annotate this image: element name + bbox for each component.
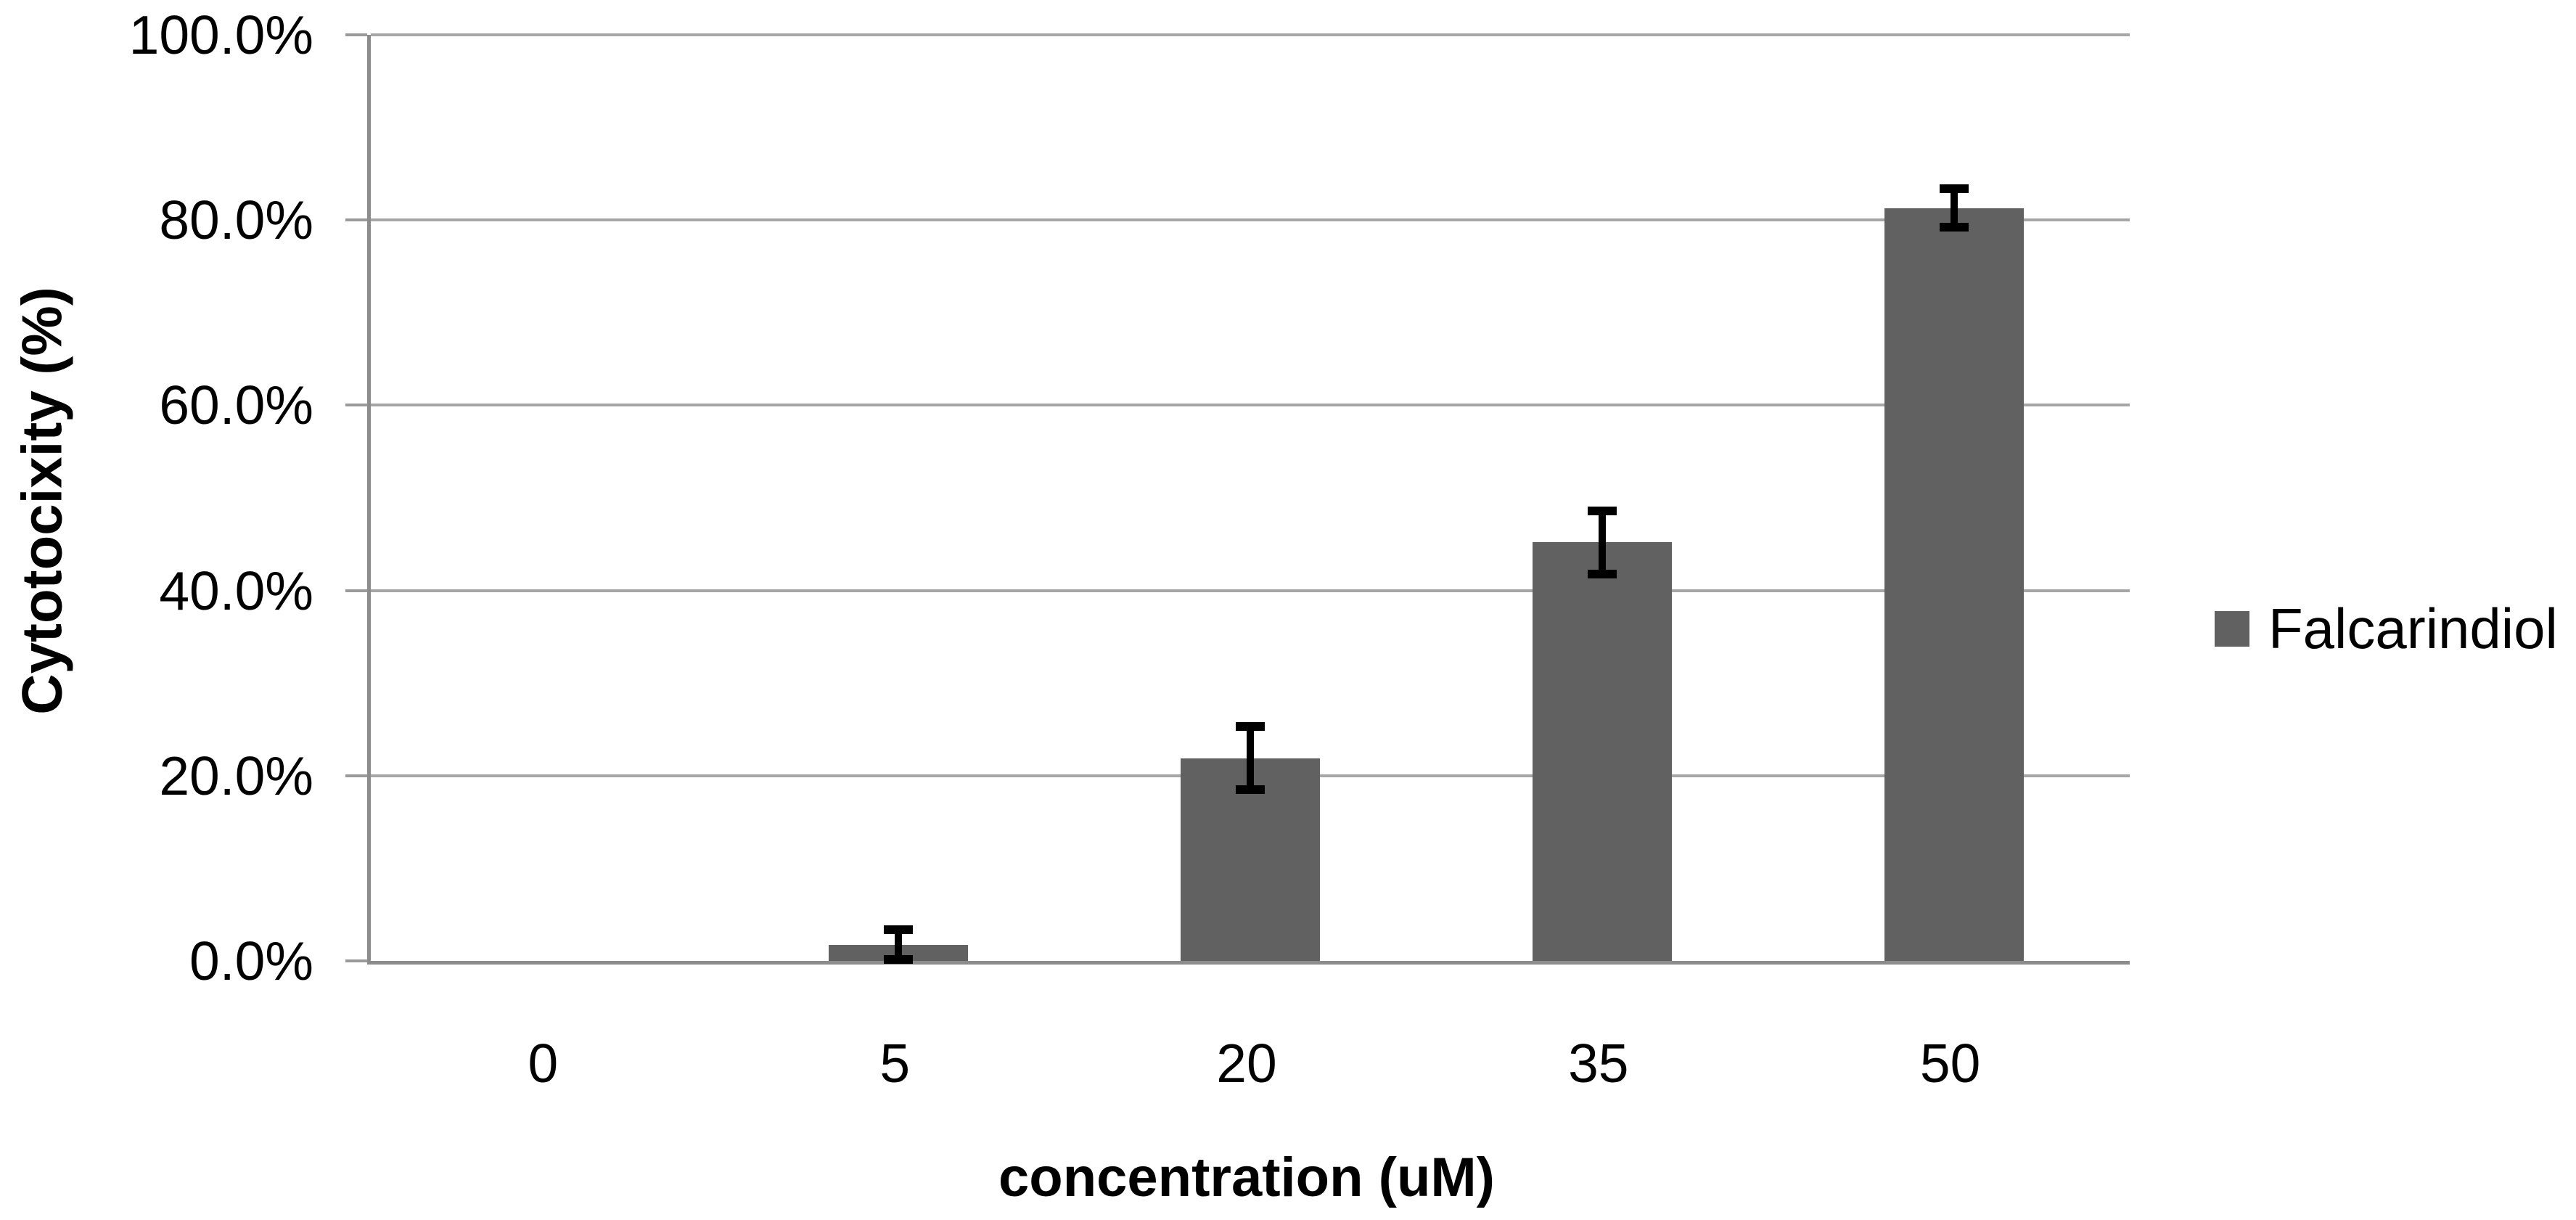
error-bar-50uM bbox=[1950, 188, 1958, 228]
y-tick-mark-60.0% bbox=[345, 404, 367, 407]
y-tick-mark-40.0% bbox=[345, 589, 367, 592]
error-bar-20uM bbox=[1247, 726, 1254, 790]
y-tick-label-100.0%: 100.0% bbox=[128, 4, 313, 65]
error-bar-cap-bottom-50uM bbox=[1939, 223, 1969, 232]
y-tick-label-40.0%: 40.0% bbox=[159, 560, 313, 621]
error-bar-cap-top-20uM bbox=[1236, 722, 1265, 732]
error-bar-cap-top-50uM bbox=[1939, 184, 1969, 193]
legend-label: Falcarindiol bbox=[2268, 597, 2558, 660]
plot-area bbox=[345, 33, 2130, 965]
y-tick-mark-0.0% bbox=[345, 959, 367, 962]
y-tick-label-20.0%: 20.0% bbox=[159, 745, 313, 806]
x-tick-label-5uM: 5 bbox=[879, 1033, 911, 1094]
y-tick-mark-80.0% bbox=[345, 218, 367, 222]
error-bar-35uM bbox=[1598, 510, 1606, 574]
x-tick-label-50uM: 50 bbox=[1919, 1033, 1981, 1094]
y-tick-mark-20.0% bbox=[345, 774, 367, 777]
gridline-60.0% bbox=[371, 404, 2130, 407]
error-bar-cap-top-35uM bbox=[1587, 506, 1617, 515]
error-bar-cap-top-5uM bbox=[884, 925, 914, 934]
x-tick-label-0uM: 0 bbox=[528, 1033, 559, 1094]
error-bar-5uM bbox=[895, 929, 903, 959]
error-bar-cap-bottom-20uM bbox=[1236, 785, 1265, 794]
gridline-100.0% bbox=[371, 33, 2130, 36]
gridline-40.0% bbox=[371, 589, 2130, 592]
error-bar-cap-bottom-5uM bbox=[884, 955, 914, 964]
gridline-80.0% bbox=[371, 218, 2130, 222]
x-tick-label-35uM: 35 bbox=[1568, 1033, 1629, 1094]
y-axis-title: Cytotocixity (%) bbox=[9, 287, 74, 715]
bar-50uM bbox=[1884, 208, 2024, 961]
y-tick-label-80.0%: 80.0% bbox=[159, 189, 313, 251]
legend-marker-falcarindiol bbox=[2215, 610, 2249, 647]
bar-35uM bbox=[1532, 542, 1672, 961]
legend: Falcarindiol bbox=[2215, 596, 2558, 661]
y-tick-mark-100.0% bbox=[345, 33, 367, 36]
y-tick-label-60.0%: 60.0% bbox=[159, 374, 313, 436]
error-bar-cap-bottom-35uM bbox=[1587, 569, 1617, 578]
x-tick-label-20uM: 20 bbox=[1216, 1033, 1277, 1094]
x-axis-title: concentration (uM) bbox=[998, 1147, 1495, 1208]
y-tick-label-0.0%: 0.0% bbox=[189, 930, 313, 991]
